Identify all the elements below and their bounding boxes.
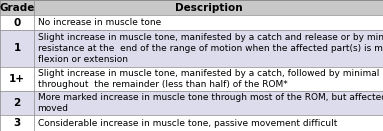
Text: Slight increase in muscle tone, manifested by a catch, followed by minimal resis: Slight increase in muscle tone, manifest… — [38, 69, 383, 89]
Bar — [0, 115, 34, 131]
Text: 1: 1 — [14, 43, 21, 53]
Bar — [34, 0, 383, 15]
Bar — [34, 115, 383, 131]
Text: Slight increase in muscle tone, manifested by a catch and release or by minimal
: Slight increase in muscle tone, manifest… — [38, 33, 383, 64]
Bar — [34, 91, 383, 115]
Bar — [34, 30, 383, 67]
Text: Grade: Grade — [0, 2, 35, 13]
Text: Description: Description — [175, 2, 242, 13]
Bar — [0, 15, 34, 30]
Text: More marked increase in muscle tone through most of the ROM, but affected part(s: More marked increase in muscle tone thro… — [38, 93, 383, 113]
Text: Considerable increase in muscle tone, passive movement difficult: Considerable increase in muscle tone, pa… — [38, 119, 337, 128]
Text: No increase in muscle tone: No increase in muscle tone — [38, 18, 161, 27]
Bar — [34, 67, 383, 91]
Text: 0: 0 — [14, 18, 21, 28]
Text: 2: 2 — [14, 98, 21, 108]
Text: 1+: 1+ — [9, 74, 25, 84]
Bar — [0, 0, 34, 15]
Bar — [0, 91, 34, 115]
Bar — [34, 15, 383, 30]
Bar — [0, 30, 34, 67]
Text: 3: 3 — [14, 118, 21, 128]
Bar — [0, 67, 34, 91]
